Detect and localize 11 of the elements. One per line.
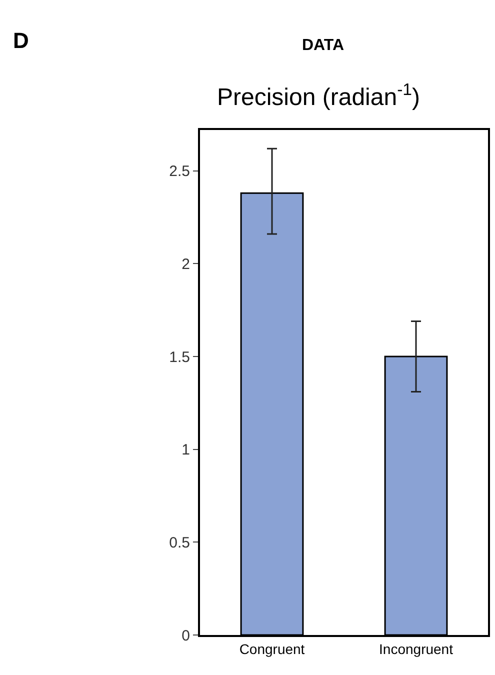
y-tick-label: 2.5 xyxy=(169,163,190,180)
text: D xyxy=(13,28,29,53)
y-tick-label: 1.5 xyxy=(169,348,190,366)
chart-subtitle: Precision (radian$^{-1}$) xyxy=(217,80,420,112)
y-tick-label: 1 xyxy=(182,442,190,459)
y-tick-label: 2 xyxy=(182,256,190,273)
x-tick-label: Congruent xyxy=(239,640,305,657)
chart-title: DATA xyxy=(302,37,345,54)
x-tick-label: Incongruent xyxy=(379,640,454,657)
y-tick-label: 0.5 xyxy=(169,534,190,552)
y-tick-label: 0 xyxy=(182,627,190,644)
